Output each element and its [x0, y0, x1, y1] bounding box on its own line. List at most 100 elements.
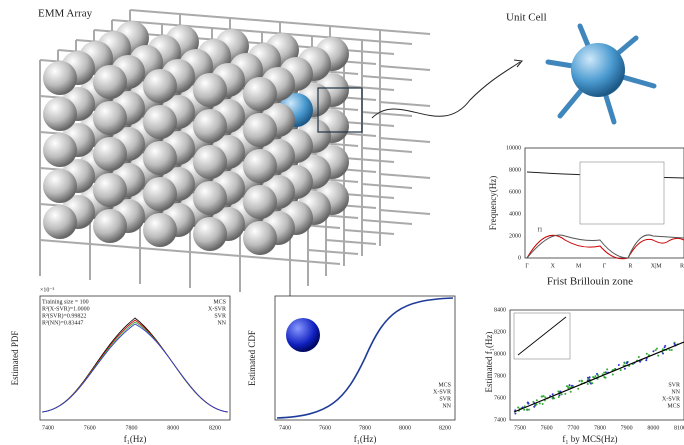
panel-title: EMM Array	[38, 8, 93, 20]
sphere	[93, 209, 127, 243]
rod	[179, 13, 231, 19]
sphere	[143, 105, 177, 139]
scatter-point	[577, 387, 580, 390]
axes	[509, 309, 684, 421]
scatter-point	[578, 379, 581, 382]
scatter-point	[623, 362, 626, 365]
scatter-point	[591, 382, 594, 385]
label: f₁(Hz)	[354, 434, 377, 444]
rod	[361, 39, 413, 45]
label: 8000	[494, 351, 506, 357]
sphere	[243, 77, 277, 111]
sphere	[143, 213, 177, 247]
rod	[379, 65, 431, 71]
label: 7600	[84, 425, 96, 431]
rod	[379, 29, 431, 35]
rod	[39, 239, 91, 245]
label: f1	[538, 226, 543, 233]
panel-title: Unit Cell	[506, 12, 547, 24]
scatter-point	[654, 349, 657, 352]
rod	[379, 173, 431, 179]
label: MCS	[213, 299, 226, 305]
sphere	[143, 69, 177, 103]
scatter-point	[606, 368, 609, 371]
sphere-inset	[286, 318, 320, 352]
scatter-point	[670, 349, 673, 352]
label: 10000	[506, 145, 521, 151]
rod	[361, 183, 413, 189]
label: 0	[518, 255, 521, 261]
label: 2000	[509, 233, 521, 239]
label: 8200	[439, 425, 451, 431]
label: 8200	[494, 329, 506, 335]
scatter-point	[527, 402, 530, 405]
scatter-point	[533, 405, 536, 408]
label: Training size = 100	[42, 299, 89, 305]
label: f₁(Hz)	[124, 434, 147, 444]
scatter-point	[668, 349, 671, 352]
arrow-head	[513, 59, 523, 68]
axes	[39, 295, 231, 421]
unit-cell	[545, 23, 657, 125]
label: X	[551, 263, 556, 269]
rod	[229, 17, 281, 23]
label: Γ	[525, 263, 529, 269]
sphere	[93, 65, 127, 99]
rod	[343, 85, 395, 91]
sphere	[193, 145, 227, 179]
scatter-point	[535, 403, 538, 406]
label: SVR	[214, 313, 226, 319]
label: 7800	[359, 425, 371, 431]
label: Estimated PDF	[10, 331, 20, 386]
sphere-array	[39, 9, 431, 296]
scatter-point	[604, 376, 607, 379]
scatter-point	[611, 373, 614, 376]
rod	[379, 101, 431, 107]
sphere	[243, 113, 277, 147]
sphere	[243, 221, 277, 255]
scatter-point	[626, 360, 629, 363]
rod	[379, 209, 431, 215]
scatter-point	[657, 354, 660, 357]
scatter-point	[566, 385, 569, 388]
rod	[379, 137, 431, 143]
scatter-point	[551, 393, 554, 396]
scatter-point	[645, 352, 648, 355]
rod	[89, 243, 141, 249]
rod	[279, 21, 331, 27]
scatter-point	[647, 354, 650, 357]
scatter-point	[525, 408, 528, 411]
label: 7400	[42, 425, 54, 431]
scatter-point	[558, 394, 561, 397]
rod	[139, 247, 191, 253]
curve	[41, 323, 229, 413]
inset	[579, 161, 665, 225]
scatter-point	[568, 384, 571, 387]
rod	[289, 259, 341, 265]
label: R	[680, 263, 684, 269]
scatter-point	[535, 399, 538, 402]
sphere	[43, 205, 77, 239]
sphere	[43, 61, 77, 95]
sphere	[243, 149, 277, 183]
scatter-point	[538, 402, 541, 405]
label: M	[576, 263, 582, 269]
scatter-point	[655, 347, 658, 350]
rod	[307, 249, 359, 255]
label: 8400	[494, 307, 506, 313]
sphere	[43, 169, 77, 203]
scatter-point	[639, 360, 642, 363]
label: 8000	[167, 425, 179, 431]
scatter-point	[523, 408, 526, 411]
sphere	[143, 141, 177, 175]
label: 6000	[509, 189, 521, 195]
label: 7600	[319, 425, 331, 431]
label: 8000	[399, 425, 411, 431]
scatter-point	[586, 376, 589, 379]
label: 7800	[594, 425, 606, 431]
scatter-point	[637, 356, 640, 359]
scatter-point	[623, 367, 626, 370]
scatter-point	[514, 412, 517, 415]
sphere	[193, 73, 227, 107]
